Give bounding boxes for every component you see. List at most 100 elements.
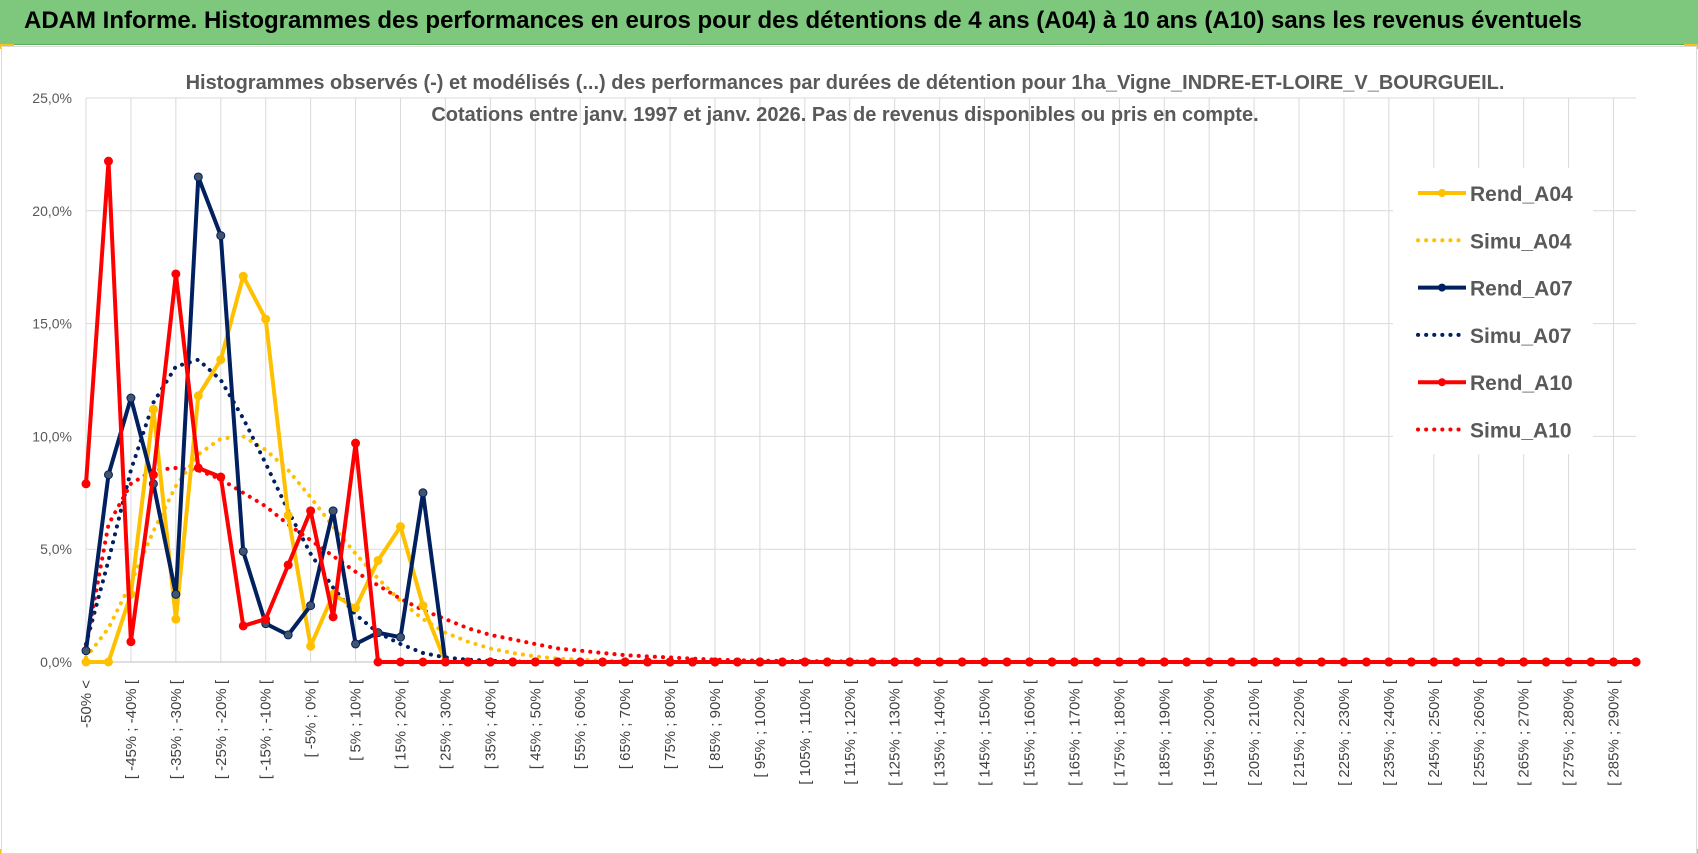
- x-tick-label: [ -15% ; -10% [: [258, 679, 275, 779]
- data-point-rend-a10: [1541, 657, 1551, 667]
- data-point-rend-a04: [418, 601, 428, 611]
- data-point-rend-a04: [171, 614, 181, 624]
- data-point-rend-a04: [193, 391, 203, 401]
- data-point-rend-a10: [1002, 657, 1012, 667]
- y-tick-label: 15,0%: [32, 316, 72, 332]
- legend-marker-rend-a04: [1438, 189, 1446, 197]
- x-tick-label: [ 155% ; 160% [: [1021, 679, 1038, 786]
- x-tick-label: [ 85% ; 90% [: [707, 679, 724, 769]
- data-point-rend-a10: [530, 657, 540, 667]
- data-point-rend-a10: [1451, 657, 1461, 667]
- data-point-rend-a04: [103, 657, 113, 667]
- data-point-rend-a10: [1384, 657, 1394, 667]
- data-point-rend-a10: [912, 657, 922, 667]
- x-tick-label: [ 15% ; 20% [: [392, 679, 409, 769]
- data-point-rend-a10: [1069, 657, 1079, 667]
- x-tick-label: [ 175% ; 180% [: [1111, 679, 1128, 786]
- data-point-rend-a10: [328, 612, 338, 622]
- data-point-rend-a10: [485, 657, 495, 667]
- data-point-rend-a04: [148, 404, 158, 414]
- data-point-rend-a10: [103, 156, 113, 166]
- data-point-rend-a10: [1496, 657, 1506, 667]
- data-point-rend-a10: [193, 463, 203, 473]
- data-point-rend-a07: [103, 470, 113, 480]
- data-point-rend-a10: [1519, 657, 1529, 667]
- legend-label-rend-a07: Rend_A07: [1470, 278, 1573, 301]
- legend-marker-rend-a07: [1438, 283, 1446, 292]
- data-point-rend-a10: [1609, 657, 1619, 667]
- x-tick-label: [ 165% ; 170% [: [1066, 679, 1083, 786]
- data-point-rend-a10: [1294, 657, 1304, 667]
- data-point-rend-a10: [126, 637, 136, 647]
- axis-layer: 0,0% 5,0% 10,0% 15,0% 20,0% 25,0% -50% < [ -45%…: [32, 90, 1622, 786]
- y-tick-label: 5,0%: [40, 541, 72, 557]
- x-tick-label: [ 235% ; 240% [: [1381, 679, 1398, 786]
- data-point-rend-a10: [418, 657, 428, 667]
- data-point-rend-a10: [1474, 657, 1484, 667]
- data-point-rend-a10: [732, 657, 742, 667]
- data-point-rend-a10: [283, 560, 293, 570]
- data-point-rend-a10: [957, 657, 967, 667]
- legend-background: [1393, 168, 1593, 454]
- data-point-rend-a10: [1159, 657, 1169, 667]
- data-point-rend-a10: [1047, 657, 1057, 667]
- data-point-rend-a10: [777, 657, 787, 667]
- data-point-rend-a04: [373, 555, 383, 565]
- data-point-rend-a10: [238, 621, 248, 631]
- x-tick-label: [ 105% ; 110% [: [797, 679, 814, 785]
- x-tick-label: [ 65% ; 70% [: [617, 679, 634, 769]
- data-point-rend-a10: [1429, 657, 1439, 667]
- data-point-rend-a10: [598, 657, 608, 667]
- data-point-rend-a10: [440, 657, 450, 667]
- data-point-rend-a10: [665, 657, 675, 667]
- data-point-rend-a10: [1024, 657, 1034, 667]
- legend-label-rend-a04: Rend_A04: [1470, 183, 1573, 206]
- legend-label-simu-a04: Simu_A04: [1470, 230, 1572, 253]
- data-point-rend-a10: [935, 657, 945, 667]
- data-point-rend-a10: [845, 657, 855, 667]
- data-point-rend-a10: [1092, 657, 1102, 667]
- x-tick-label: [ 55% ; 60% [: [572, 679, 589, 769]
- data-point-rend-a10: [1249, 657, 1259, 667]
- data-point-rend-a10: [1204, 657, 1214, 667]
- data-point-rend-a10: [688, 657, 698, 667]
- series-line-rend-a10: [84, 159, 1636, 664]
- data-point-rend-a10: [800, 657, 810, 667]
- data-point-rend-a10: [890, 657, 900, 667]
- x-tick-label: -50% <: [78, 680, 95, 728]
- legend-marker-rend-a10: [1438, 378, 1446, 387]
- data-point-rend-a04: [81, 657, 91, 667]
- data-point-rend-a10: [1227, 657, 1237, 667]
- x-tick-label: [ 25% ; 30% [: [437, 679, 454, 769]
- y-tick-label: 0,0%: [40, 654, 72, 670]
- x-tick-label: [ 275% ; 280% [: [1561, 679, 1578, 786]
- data-point-rend-a10: [1586, 657, 1596, 667]
- y-tick-label: 10,0%: [32, 428, 72, 444]
- data-point-rend-a10: [867, 657, 877, 667]
- data-point-rend-a10: [1317, 657, 1327, 667]
- data-point-rend-a10: [1137, 657, 1147, 667]
- x-tick-label: [ 265% ; 270% [: [1516, 679, 1533, 786]
- data-point-rend-a04: [238, 271, 248, 281]
- data-point-rend-a10: [575, 657, 585, 667]
- x-tick-label: [ 115% ; 120% [: [842, 679, 859, 785]
- x-tick-label: [ -5% ; 0% [: [303, 679, 320, 757]
- x-tick-label: [ 195% ; 200% [: [1201, 679, 1218, 786]
- data-point-rend-a10: [81, 479, 91, 489]
- data-point-rend-a10: [1114, 657, 1124, 667]
- data-point-rend-a07: [351, 639, 361, 649]
- data-point-rend-a10: [1564, 657, 1574, 667]
- chart-subtitle: Cotations entre janv. 1997 et janv. 2026…: [431, 104, 1258, 126]
- data-point-rend-a10: [261, 614, 271, 624]
- x-tick-label: [ 285% ; 290% [: [1606, 679, 1623, 786]
- x-tick-label: [ 45% ; 50% [: [527, 679, 544, 769]
- data-point-rend-a04: [216, 355, 226, 365]
- data-point-rend-a10: [373, 657, 383, 667]
- x-tick-label: [ 255% ; 260% [: [1471, 679, 1488, 786]
- x-tick-label: [ 205% ; 210% [: [1246, 679, 1263, 786]
- data-point-rend-a07: [306, 601, 316, 611]
- data-point-rend-a10: [216, 472, 226, 482]
- data-point-rend-a10: [306, 506, 316, 516]
